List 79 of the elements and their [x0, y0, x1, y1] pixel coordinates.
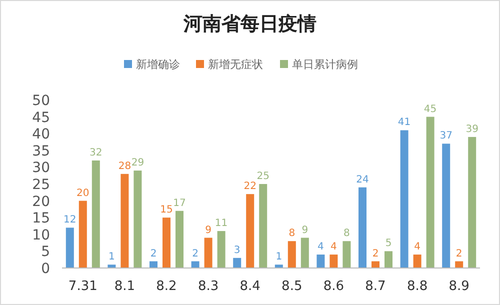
data-label: 4 — [330, 242, 337, 253]
bar — [92, 160, 100, 268]
bar — [66, 228, 74, 268]
bar — [316, 254, 325, 268]
data-label: 15 — [160, 204, 173, 216]
y-tick-label: 25 — [32, 177, 50, 193]
data-label: 9 — [205, 224, 212, 236]
bar — [259, 184, 268, 268]
data-label: 25 — [256, 171, 270, 182]
bar — [342, 241, 351, 268]
bar — [384, 251, 392, 268]
x-tick-label: 8.7 — [365, 279, 386, 294]
data-label: 12 — [64, 214, 76, 226]
data-label: 29 — [131, 158, 144, 169]
x-tick-label: 8.9 — [448, 279, 470, 294]
bar — [426, 116, 434, 268]
data-label: 32 — [90, 147, 102, 158]
y-tick-label: 15 — [32, 210, 50, 227]
data-label: 20 — [76, 188, 90, 199]
y-tick-label: 45 — [32, 110, 50, 126]
data-label: 37 — [440, 130, 452, 142]
data-label: 2 — [372, 248, 379, 260]
bar — [300, 238, 309, 268]
y-tick-label: 50 — [32, 93, 50, 109]
data-label: 45 — [424, 104, 437, 115]
x-tick-label: 8.8 — [406, 279, 428, 294]
bar — [176, 210, 184, 268]
bar — [358, 187, 366, 268]
x-tick-label: 8.3 — [198, 279, 219, 294]
data-label: 8 — [288, 228, 296, 240]
data-label: 3 — [234, 244, 240, 256]
bar — [217, 231, 226, 268]
bar — [400, 130, 408, 268]
bar — [246, 194, 254, 268]
bar — [162, 218, 170, 268]
y-tick-label: 30 — [32, 160, 50, 176]
bar — [288, 241, 296, 268]
legend-label: 新增确诊 — [136, 58, 180, 71]
y-tick-label: 40 — [32, 126, 50, 143]
data-label: 2 — [150, 248, 157, 260]
data-label: 22 — [244, 181, 256, 192]
x-tick-label: 8.2 — [156, 279, 177, 294]
data-label: 11 — [214, 218, 228, 230]
x-tick-label: 8.4 — [240, 279, 260, 294]
data-label: 24 — [356, 174, 369, 186]
data-label: 2 — [192, 248, 198, 260]
data-label: 5 — [385, 238, 392, 250]
y-tick-label: 20 — [32, 194, 50, 210]
data-label: 17 — [173, 198, 186, 209]
data-label: 1 — [108, 252, 115, 263]
data-label: 28 — [118, 160, 132, 172]
bar — [120, 174, 129, 268]
data-label: 2 — [456, 248, 462, 260]
x-tick-label: 8.1 — [114, 279, 136, 294]
y-tick-label: 10 — [32, 227, 50, 244]
x-tick-label: 8.6 — [323, 279, 344, 294]
data-label: 41 — [398, 117, 411, 128]
bar — [233, 258, 242, 268]
bar — [78, 200, 87, 268]
data-label: 39 — [466, 124, 478, 135]
data-label: 1 — [276, 252, 282, 263]
y-tick-label: 35 — [32, 143, 50, 160]
data-label: 8 — [344, 228, 350, 240]
bar — [468, 136, 476, 268]
y-tick-label: 0 — [41, 261, 50, 277]
data-label: 9 — [302, 224, 308, 236]
x-tick-label: 7.31 — [68, 279, 98, 294]
bar — [134, 170, 142, 268]
x-tick-label: 8.5 — [282, 279, 302, 294]
y-tick-label: 5 — [41, 244, 50, 260]
bar — [413, 254, 422, 268]
bar — [330, 254, 338, 268]
legend-label: 新增无症状 — [208, 58, 263, 71]
data-label: 4 — [318, 242, 324, 253]
data-label: 4 — [414, 242, 420, 253]
chart-title: 河南省每日疫情 — [182, 13, 316, 35]
bar — [442, 144, 450, 268]
legend-label: 单日累计病例 — [292, 58, 358, 71]
bar — [204, 238, 212, 268]
